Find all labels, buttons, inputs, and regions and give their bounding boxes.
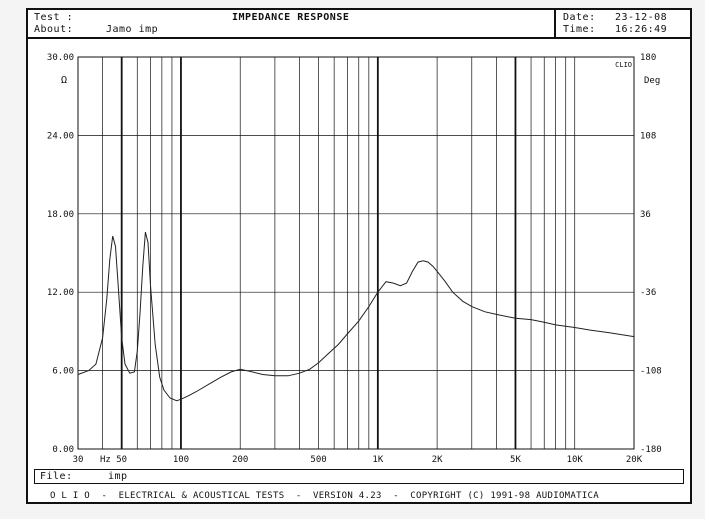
x-tick-label: 50 xyxy=(116,455,127,465)
tick-label-layer: 0.00 6.00 12.00 18.00 24.00 30.00 -180 -108 -36 3… xyxy=(47,53,662,465)
x-tick-label: 100 xyxy=(173,455,189,465)
x-tick-label: 20K xyxy=(626,455,643,465)
x-tick-label: 30 xyxy=(73,455,84,465)
about-label: About: xyxy=(34,24,74,35)
y-tick-label: 6.00 xyxy=(52,367,74,377)
test-label: Test : xyxy=(34,12,74,23)
about-value: Jamo imp xyxy=(106,24,159,35)
x-tick-label: 500 xyxy=(310,455,326,465)
date-value: 23-12-08 xyxy=(615,12,668,23)
file-bar-left xyxy=(34,469,35,484)
y2-tick-label: 180 xyxy=(640,53,656,63)
date-label: Date: xyxy=(563,12,596,23)
file-bar-bottom xyxy=(34,483,684,484)
y-tick-label: 18.00 xyxy=(47,210,74,220)
x-tick-label: 1K xyxy=(372,455,383,465)
y2-tick-label: -36 xyxy=(640,288,656,298)
y2-tick-label: -108 xyxy=(640,367,662,377)
x-tick-label: 200 xyxy=(232,455,248,465)
grid-layer xyxy=(78,57,634,449)
x-unit-label: Hz xyxy=(100,455,111,465)
header-date-separator xyxy=(554,10,556,37)
y2-tick-label: 36 xyxy=(640,210,651,220)
time-value: 16:26:49 xyxy=(615,24,668,35)
header-divider xyxy=(28,37,690,39)
file-label: File: xyxy=(40,471,73,482)
y-tick-label: 30.00 xyxy=(47,53,74,63)
file-bar-right xyxy=(683,469,684,484)
y-tick-label: 24.00 xyxy=(47,131,74,141)
y-tick-label: 0.00 xyxy=(52,445,74,455)
y-tick-label: 12.00 xyxy=(47,288,74,298)
y2-tick-label: -180 xyxy=(640,445,662,455)
y2-tick-label: 108 xyxy=(640,131,656,141)
plot-border xyxy=(77,56,635,450)
time-label: Time: xyxy=(563,24,596,35)
file-value: imp xyxy=(108,471,128,482)
x-tick-label: 2K xyxy=(432,455,443,465)
page-title: IMPEDANCE RESPONSE xyxy=(232,12,350,23)
clio-corner-label: CLIO xyxy=(615,61,632,69)
impedance-trace xyxy=(77,231,635,402)
left-axis-unit: Ω xyxy=(61,75,67,86)
credits-line: O L I O - ELECTRICAL & ACOUSTICAL TESTS … xyxy=(50,491,599,501)
x-tick-label: 5K xyxy=(510,455,521,465)
x-tick-label: 10K xyxy=(567,455,584,465)
file-bar-top xyxy=(34,469,684,470)
right-axis-unit: Deg xyxy=(644,76,660,86)
